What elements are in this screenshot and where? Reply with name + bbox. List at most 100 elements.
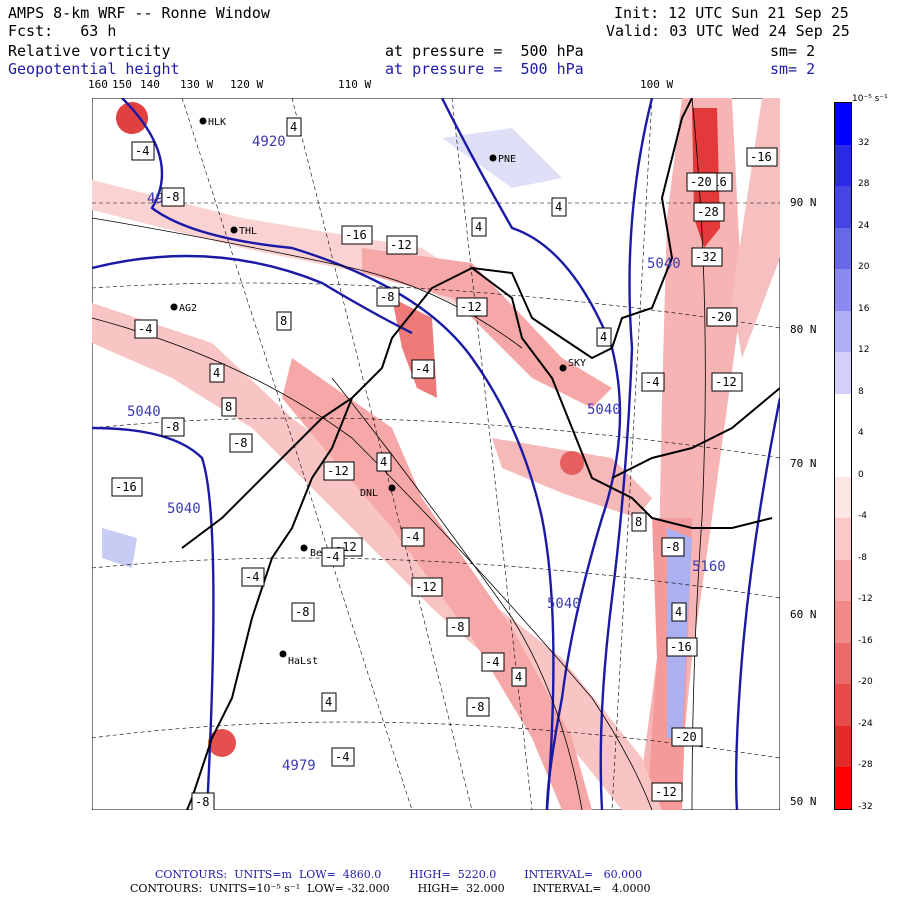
svg-text:-8: -8 (450, 620, 464, 634)
lon-label: 100 W (640, 78, 674, 91)
colorbar-swatch (835, 227, 851, 270)
svg-text:-4: -4 (325, 550, 339, 564)
vorticity-label: -12 (386, 235, 418, 255)
svg-text:8: 8 (225, 400, 232, 414)
vorticity-label: -16 (666, 637, 698, 657)
lat-label: 70 N (790, 457, 817, 470)
station-label: PNE (498, 154, 516, 165)
vorticity-band (92, 180, 522, 338)
colorbar-swatch (835, 103, 851, 145)
svg-text:-8: -8 (470, 700, 484, 714)
svg-text:-12: -12 (390, 238, 412, 252)
vorticity-label: -4 (641, 372, 665, 392)
svg-text:-16: -16 (115, 480, 137, 494)
vorticity-label: -12 (651, 782, 683, 802)
vorticity-label: -20 (706, 307, 738, 327)
svg-text:4: 4 (675, 605, 682, 619)
lon-label: 140 (140, 78, 160, 91)
vorticity-label: -16 (111, 477, 143, 497)
height-contours (92, 98, 780, 810)
vorticity-band (362, 248, 612, 408)
svg-text:-20: -20 (710, 310, 732, 324)
svg-text:-4: -4 (405, 530, 419, 544)
svg-text:-8: -8 (165, 190, 179, 204)
colorbar-swatch (835, 435, 851, 477)
colorbar-tick-label: 4 (858, 428, 864, 439)
colorbar-tick-label: 0 (858, 469, 864, 480)
vorticity-label: -4 (134, 319, 158, 339)
vorticity-label: 4 (596, 327, 612, 347)
colorbar-swatch (835, 559, 851, 602)
colorbar-tick-label: -16 (858, 635, 873, 646)
height-label: 5040 (127, 404, 161, 420)
vorticity-label: -20 (686, 172, 718, 192)
lon-label: 150 (112, 78, 132, 91)
field2-name: Geopotential height (8, 60, 180, 78)
svg-text:-20: -20 (690, 175, 712, 189)
lon-label: 110 W (338, 78, 372, 91)
svg-text:-16: -16 (345, 228, 367, 242)
svg-text:-8: -8 (233, 436, 247, 450)
colorbar-tick-label: -20 (858, 677, 873, 688)
svg-text:-4: -4 (135, 144, 149, 158)
vorticity-label: -8 (161, 417, 185, 437)
svg-text:-8: -8 (295, 605, 309, 619)
svg-text:-4: -4 (335, 750, 349, 764)
colorbar-unit: 10⁻⁵ s⁻¹ (852, 94, 888, 104)
station-label: SKY (568, 358, 586, 369)
valid-time: Valid: 03 UTC Wed 24 Sep 25 (606, 22, 850, 40)
height-label: 5040 (647, 256, 681, 272)
colorbar-swatch (835, 186, 851, 228)
vorticity-label: 4 (551, 197, 567, 217)
lat-label: 60 N (790, 608, 817, 621)
svg-text:4: 4 (380, 455, 387, 469)
height-label: 5040 (167, 501, 201, 517)
map-title: AMPS 8-km WRF -- Ronne Window (8, 4, 270, 22)
svg-text:-20: -20 (675, 730, 697, 744)
init-time: Init: 12 UTC Sun 21 Sep 25 (614, 4, 849, 22)
footer-vorticity-contours: CONTOURS: UNITS=10⁻⁵ s⁻¹ LOW= -32.000 HI… (130, 882, 651, 895)
station-label: DNL (360, 488, 378, 499)
vorticity-label: -4 (321, 547, 345, 567)
coastline (181, 98, 780, 810)
field1-smoothing: sm= 2 (770, 42, 816, 60)
vorticity-label: -16 (341, 225, 373, 245)
svg-text:-4: -4 (645, 375, 659, 389)
vorticity-label: -4 (401, 527, 425, 547)
vorticity-label: 4 (671, 602, 687, 622)
vorticity-label: -4 (411, 359, 435, 379)
vorticity-band (492, 438, 652, 518)
vorticity-label: 4 (376, 452, 392, 472)
vorticity-label: -12 (456, 297, 488, 317)
colorbar-tick-label: 16 (858, 303, 870, 314)
vorticity-label: -4 (481, 652, 505, 672)
vorticity-label: -8 (376, 287, 400, 307)
svg-text:-12: -12 (415, 580, 437, 594)
colorbar-tick-label: -24 (858, 718, 873, 729)
vorticity-label: -4 (331, 747, 355, 767)
colorbar-swatch (835, 476, 851, 519)
svg-text:-4: -4 (485, 655, 499, 669)
svg-text:-4: -4 (138, 322, 152, 336)
vorticity-label: -28 (693, 202, 725, 222)
lon-label: 120 W (230, 78, 264, 91)
colorbar-tick-label: -32 (858, 802, 873, 812)
vorticity-label: 4 (209, 363, 225, 383)
vorticity-label: -8 (291, 602, 315, 622)
svg-text:4: 4 (290, 120, 297, 134)
colorbar-tick-label: -12 (858, 594, 873, 605)
lon-label: 130 W (180, 78, 214, 91)
svg-text:4: 4 (325, 695, 332, 709)
vorticity-label: -8 (191, 792, 215, 810)
colorbar-swatch (835, 144, 851, 187)
station-label: HaLst (288, 656, 318, 667)
svg-text:8: 8 (635, 515, 642, 529)
graticule (92, 98, 780, 810)
footer-height-contours: CONTOURS: UNITS=m LOW= 4860.0 HIGH= 5220… (155, 868, 643, 881)
colorbar-tick-label: 8 (858, 386, 864, 397)
height-label: 5160 (692, 559, 726, 575)
vorticity-positive (102, 528, 137, 568)
svg-text:4: 4 (600, 330, 607, 344)
vorticity-label: -8 (229, 433, 253, 453)
colorbar (834, 102, 852, 810)
